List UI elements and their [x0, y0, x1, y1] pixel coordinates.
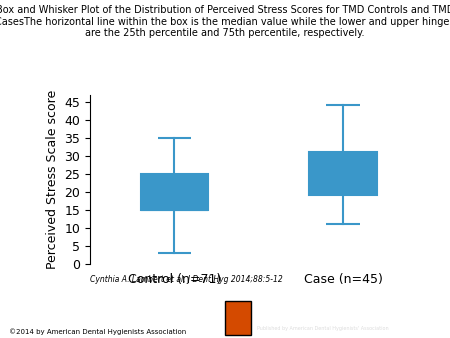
FancyBboxPatch shape — [225, 301, 251, 335]
Text: Published by American Dental Hygienists' Association: Published by American Dental Hygienists'… — [257, 326, 389, 331]
Y-axis label: Perceived Stress Scale score: Perceived Stress Scale score — [46, 90, 59, 269]
Text: Box and Whisker Plot of the Distribution of Perceived Stress Scores for TMD Cont: Box and Whisker Plot of the Distribution… — [0, 5, 450, 38]
PathPatch shape — [310, 152, 377, 195]
PathPatch shape — [140, 174, 208, 210]
Text: Journal of Dental Hygiene: Journal of Dental Hygiene — [257, 312, 389, 320]
Text: ©2014 by American Dental Hygienists Association: ©2014 by American Dental Hygienists Asso… — [9, 328, 186, 335]
Text: Cynthia A. Lambert et al. J Dent Hyg 2014;88:5-12: Cynthia A. Lambert et al. J Dent Hyg 201… — [90, 275, 283, 285]
